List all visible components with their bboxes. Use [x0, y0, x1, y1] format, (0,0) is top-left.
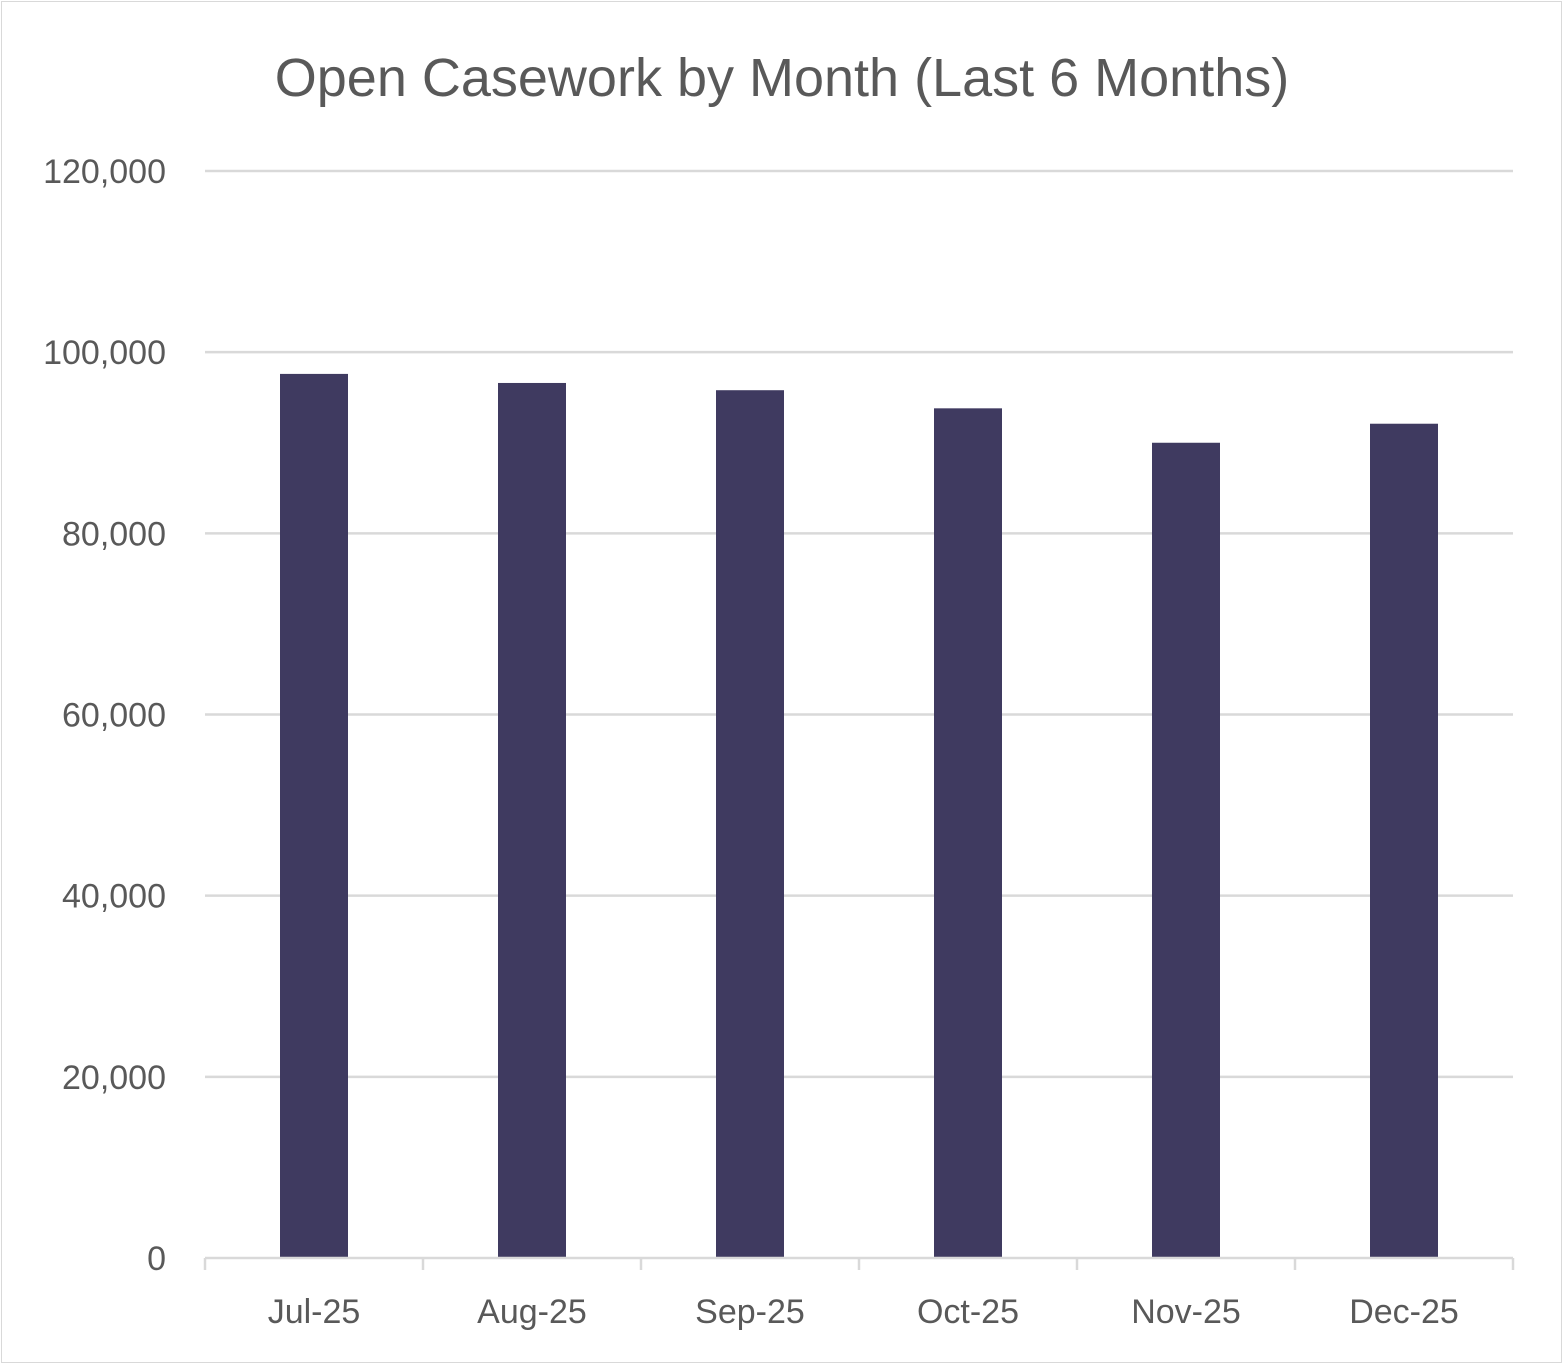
bars: [280, 373, 1438, 1259]
y-tick-label: 120,000: [43, 153, 166, 191]
x-axis-tick-labels: Jul-25 Aug-25 Sep-25 Oct-25 Nov-25 Dec-25: [268, 1293, 1459, 1331]
y-tick-label: 100,000: [43, 334, 166, 372]
bar: [934, 408, 1002, 1258]
chart-title: Open Casework by Month (Last 6 Months): [275, 48, 1289, 108]
bar: [1152, 442, 1220, 1258]
bar: [498, 382, 566, 1259]
bar: [280, 373, 348, 1258]
y-tick-label: 0: [147, 1240, 166, 1278]
x-tick-label: Nov-25: [1131, 1293, 1241, 1331]
x-tick-label: Jul-25: [268, 1293, 361, 1331]
bar: [716, 390, 784, 1258]
x-axis: [203, 1256, 1515, 1270]
x-tick-label: Sep-25: [695, 1293, 805, 1331]
y-tick-label: 60,000: [62, 697, 166, 735]
y-axis-tick-labels: 0 20,000 40,000 60,000 80,000 100,000 120,000: [43, 153, 166, 1278]
y-tick-label: 20,000: [62, 1059, 166, 1097]
y-tick-label: 80,000: [62, 515, 166, 553]
x-tick-label: Aug-25: [477, 1293, 587, 1331]
y-tick-label: 40,000: [62, 878, 166, 916]
gridlines: [205, 169, 1513, 1079]
x-tick-label: Oct-25: [917, 1293, 1019, 1331]
x-tick-label: Dec-25: [1349, 1293, 1459, 1331]
bar: [1370, 423, 1438, 1258]
